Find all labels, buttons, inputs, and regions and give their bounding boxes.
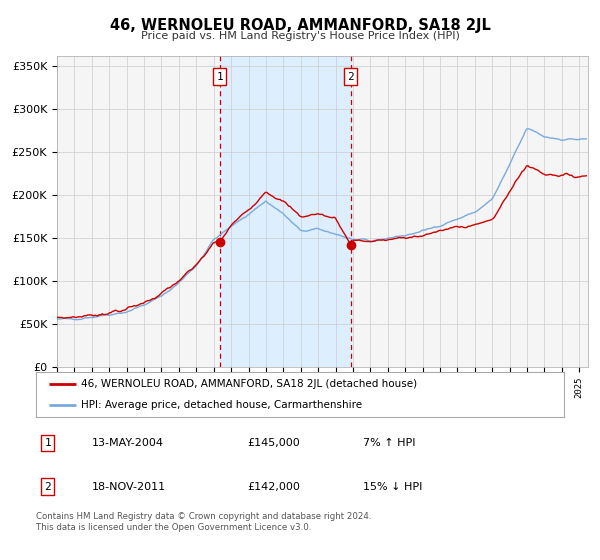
Text: HPI: Average price, detached house, Carmarthenshire: HPI: Average price, detached house, Carm… [81,400,362,410]
Text: Contains HM Land Registry data © Crown copyright and database right 2024.
This d: Contains HM Land Registry data © Crown c… [36,512,371,532]
Bar [220,56,351,367]
Text: 46, WERNOLEU ROAD, AMMANFORD, SA18 2JL (detached house): 46, WERNOLEU ROAD, AMMANFORD, SA18 2JL (… [81,380,417,390]
Text: £142,000: £142,000 [247,482,300,492]
Text: Price paid vs. HM Land Registry's House Price Index (HPI): Price paid vs. HM Land Registry's House … [140,31,460,41]
Text: 13-MAY-2004: 13-MAY-2004 [91,438,163,448]
Text: 1: 1 [44,438,51,448]
Text: 18-NOV-2011: 18-NOV-2011 [91,482,166,492]
Text: 15% ↓ HPI: 15% ↓ HPI [364,482,423,492]
Text: 2: 2 [44,482,51,492]
Text: £145,000: £145,000 [247,438,300,448]
Text: 46, WERNOLEU ROAD, AMMANFORD, SA18 2JL: 46, WERNOLEU ROAD, AMMANFORD, SA18 2JL [110,18,490,33]
Text: 1: 1 [217,72,223,82]
Text: 7% ↑ HPI: 7% ↑ HPI [364,438,416,448]
Text: 2: 2 [347,72,354,82]
